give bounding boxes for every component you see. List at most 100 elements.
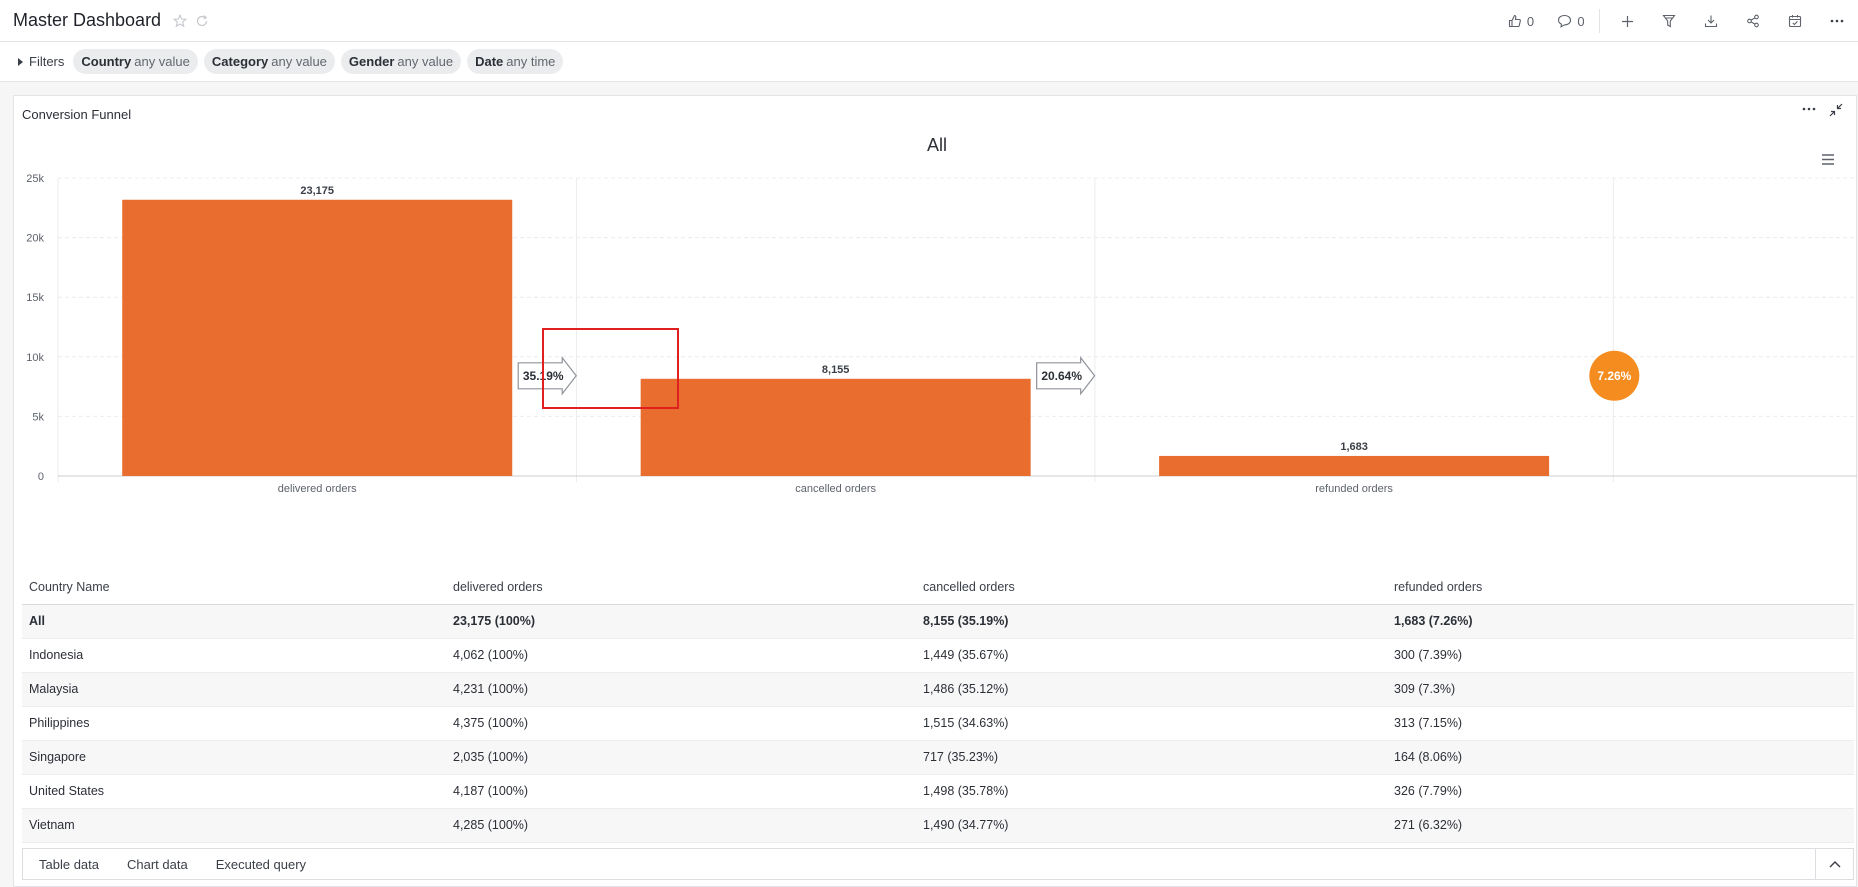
table-cell: 300 (7.39%): [1387, 638, 1854, 673]
table-cell: 4,231 (100%): [446, 672, 916, 707]
download-icon: [1704, 15, 1718, 28]
y-tick-label: 5k: [32, 411, 44, 423]
comment-count: 0: [1577, 13, 1585, 29]
thumbs-up-icon: [1508, 14, 1521, 28]
filters-toggle[interactable]: Filters: [18, 54, 64, 69]
filter-chip-name: Date: [475, 54, 504, 69]
minimize-arrows-icon: [1829, 103, 1843, 117]
data-table: Country Name delivered orders cancelled …: [22, 570, 1854, 843]
conversion-arrow: [1036, 356, 1096, 396]
star-icon[interactable]: [173, 13, 188, 28]
table-cell: 4,062 (100%): [446, 638, 916, 673]
schedule-button[interactable]: [1774, 0, 1816, 42]
table-cell: Vietnam: [22, 808, 446, 843]
conversion-arrow-label: 20.64%: [1041, 369, 1082, 383]
tab-table-data[interactable]: Table data: [39, 856, 99, 872]
like-count: 0: [1526, 13, 1535, 29]
card-title: Conversion Funnel: [22, 107, 132, 122]
filter-chip-name: Country: [81, 54, 132, 69]
dashboard-title: Master Dashboard: [13, 10, 162, 30]
table-cell: 1,449 (35.67%): [916, 638, 1387, 673]
x-tick-label: cancelled orders: [795, 483, 876, 495]
table-cell: 1,515 (34.63%): [916, 706, 1387, 741]
more-horizontal-icon: [1802, 107, 1816, 111]
table-row: United States 4,187 (100%) 1,498 (35.78%…: [22, 774, 1854, 809]
table-cell: 1,498 (35.78%): [916, 774, 1387, 809]
table-cell: 309 (7.3%): [1387, 672, 1854, 707]
tab-chart-data[interactable]: Chart data: [127, 856, 188, 872]
filter-chip-value: any time: [506, 54, 556, 69]
toolbar-divider: [1599, 9, 1600, 33]
table-row: Malaysia 4,231 (100%) 1,486 (35.12%) 309…: [22, 672, 1854, 707]
conversion-funnel-card: Conversion Funnel All 0 5k 10k 15k 20k 25k 23,…: [13, 95, 1857, 887]
funnel-bar: [1159, 455, 1550, 476]
column-header[interactable]: delivered orders: [446, 570, 916, 605]
filter-chip-date[interactable]: Date any time: [467, 49, 564, 74]
table-header-row: Country Name delivered orders cancelled …: [22, 570, 1854, 605]
x-tick-label: delivered orders: [278, 483, 357, 495]
filters-label: Filters: [29, 54, 65, 69]
table-cell: 717 (35.23%): [916, 740, 1387, 775]
table-row: Philippines 4,375 (100%) 1,515 (34.63%) …: [22, 706, 1854, 741]
filter-chip-name: Category: [211, 54, 269, 69]
chevron-up-icon: [1829, 861, 1840, 868]
y-tick-label: 20k: [26, 233, 44, 245]
y-tick-label: 15k: [26, 292, 44, 304]
bar-value-label: 1,683: [1340, 441, 1368, 453]
download-button[interactable]: [1690, 0, 1732, 42]
table-cell: 4,375 (100%): [446, 706, 916, 741]
filter-bar: Filters Country any value Category any val…: [0, 42, 1858, 82]
share-button[interactable]: [1732, 0, 1774, 42]
table-cell: 2,035 (100%): [446, 740, 916, 775]
table-cell: 1,490 (34.77%): [916, 808, 1387, 843]
overall-conversion-label: 7.26%: [1597, 369, 1631, 383]
column-header[interactable]: Country Name: [22, 570, 446, 605]
filter-chip-country[interactable]: Country any value: [73, 49, 198, 74]
filter-icon: [1662, 14, 1676, 28]
table-cell: Philippines: [22, 706, 446, 741]
table-cell: Indonesia: [22, 638, 446, 673]
add-button[interactable]: [1606, 0, 1648, 42]
overall-conversion-badge: [1589, 350, 1640, 401]
y-tick-label: 10k: [26, 352, 44, 364]
table-cell: Malaysia: [22, 672, 446, 707]
chart-menu-icon[interactable]: [1822, 154, 1834, 165]
table-cell: 326 (7.79%): [1387, 774, 1854, 809]
collapse-button[interactable]: [1828, 102, 1850, 120]
top-bar: Master Dashboard 0 0: [0, 0, 1858, 42]
table-cell: 4,187 (100%): [446, 774, 916, 809]
column-header[interactable]: cancelled orders: [916, 570, 1387, 605]
calendar-check-icon: [1788, 15, 1802, 28]
y-tick-label: 0: [38, 471, 44, 483]
table-cell: 271 (6.32%): [1387, 808, 1854, 843]
caret-right-icon: [18, 57, 23, 66]
funnel-chart: All 0 5k 10k 15k 20k 25k 23,175 delivered order…: [26, 135, 1857, 495]
share-icon: [1747, 14, 1759, 28]
filter-chip-name: Gender: [348, 54, 395, 69]
filter-button[interactable]: [1648, 0, 1690, 42]
plus-icon: [1621, 15, 1633, 27]
more-options-button[interactable]: [1816, 0, 1858, 42]
conversion-arrow: [517, 356, 577, 396]
filter-chip-category[interactable]: Category any value: [203, 49, 335, 74]
table-cell: All: [22, 604, 446, 639]
filter-chip-gender[interactable]: Gender any value: [340, 49, 462, 74]
funnel-bar: [640, 378, 1031, 476]
table-cell: 1,683 (7.26%): [1387, 604, 1854, 639]
tab-executed-query[interactable]: Executed query: [215, 856, 307, 872]
card-menu-button[interactable]: [1802, 102, 1816, 116]
filter-chip-value: any value: [397, 54, 454, 69]
bar-value-label: 8,155: [822, 364, 850, 376]
table-cell: 8,155 (35.19%): [916, 604, 1387, 639]
tabs-collapse-button[interactable]: [1815, 849, 1853, 879]
table-row: Indonesia 4,062 (100%) 1,449 (35.67%) 30…: [22, 638, 1854, 673]
table-cell: 4,285 (100%): [446, 808, 916, 843]
column-header[interactable]: refunded orders: [1387, 570, 1854, 605]
comment-button[interactable]: 0: [1549, 0, 1593, 42]
comment-icon: [1558, 14, 1572, 28]
table-cell: United States: [22, 774, 446, 809]
x-tick-label: refunded orders: [1315, 483, 1393, 495]
refresh-icon[interactable]: [195, 14, 209, 28]
like-button[interactable]: 0: [1499, 0, 1543, 42]
highlight-box: [542, 328, 679, 409]
